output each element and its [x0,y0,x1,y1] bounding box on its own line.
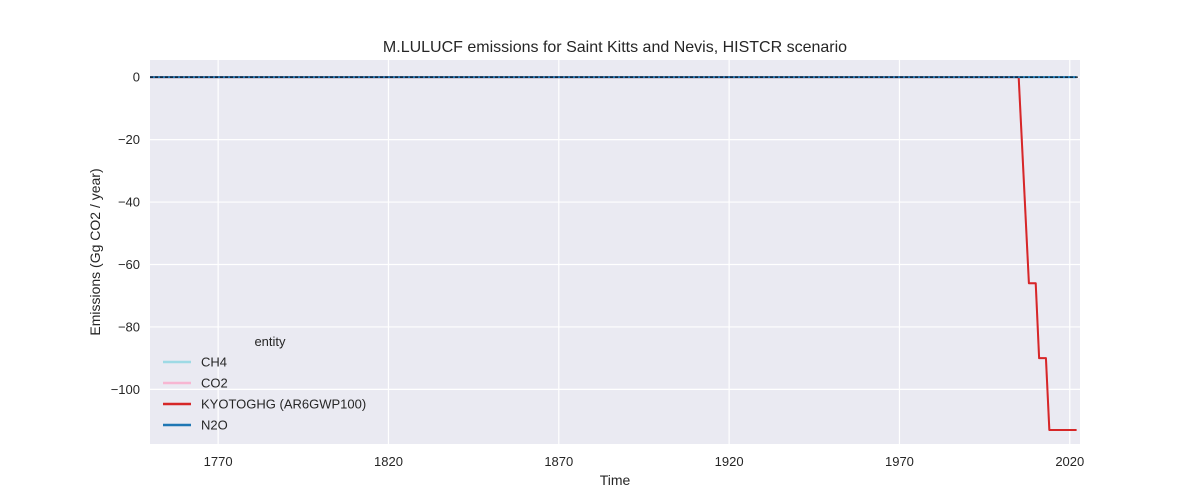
x-tick-label: 2020 [1055,454,1084,469]
chart-title: M.LULUCF emissions for Saint Kitts and N… [383,39,847,56]
series-line-kyotoghg-ar6gwp100 [150,76,1077,431]
y-tick-labels: 0 −20 −40 −60 −80 −100 [111,70,140,397]
x-tick-label: 1920 [715,454,744,469]
y-tick-label: −60 [118,257,140,272]
y-tick-label: 0 [133,70,140,85]
legend-entry-label: KYOTOGHG (AR6GWP100) [201,397,366,412]
legend-entry-label: CH4 [201,355,227,370]
x-tick-labels: 1770 1820 1870 1920 1970 2020 [204,454,1085,469]
y-tick-label: −100 [111,382,140,397]
legend-entry-label: N2O [201,418,228,433]
y-axis-label: Emissions (Gg CO2 / year) [87,168,103,335]
legend-title: entity [254,334,286,349]
plot-area [150,60,1080,444]
legend-entry-label: CO2 [201,376,228,391]
legend-entries: CH4 CO2 KYOTOGHG (AR6GWP100) N2O [163,355,366,433]
x-tick-label: 1820 [374,454,403,469]
y-tick-label: −40 [118,195,140,210]
x-tick-label: 1770 [204,454,233,469]
y-tick-label: −80 [118,319,140,334]
x-tick-label: 1870 [544,454,573,469]
x-axis-label: Time [600,472,631,488]
y-tick-label: −20 [118,132,140,147]
x-gridlines [217,60,1071,444]
legend: entity CH4 CO2 KYOTOGHG (AR6GWP100) N2O [163,334,366,433]
x-tick-label: 1970 [885,454,914,469]
